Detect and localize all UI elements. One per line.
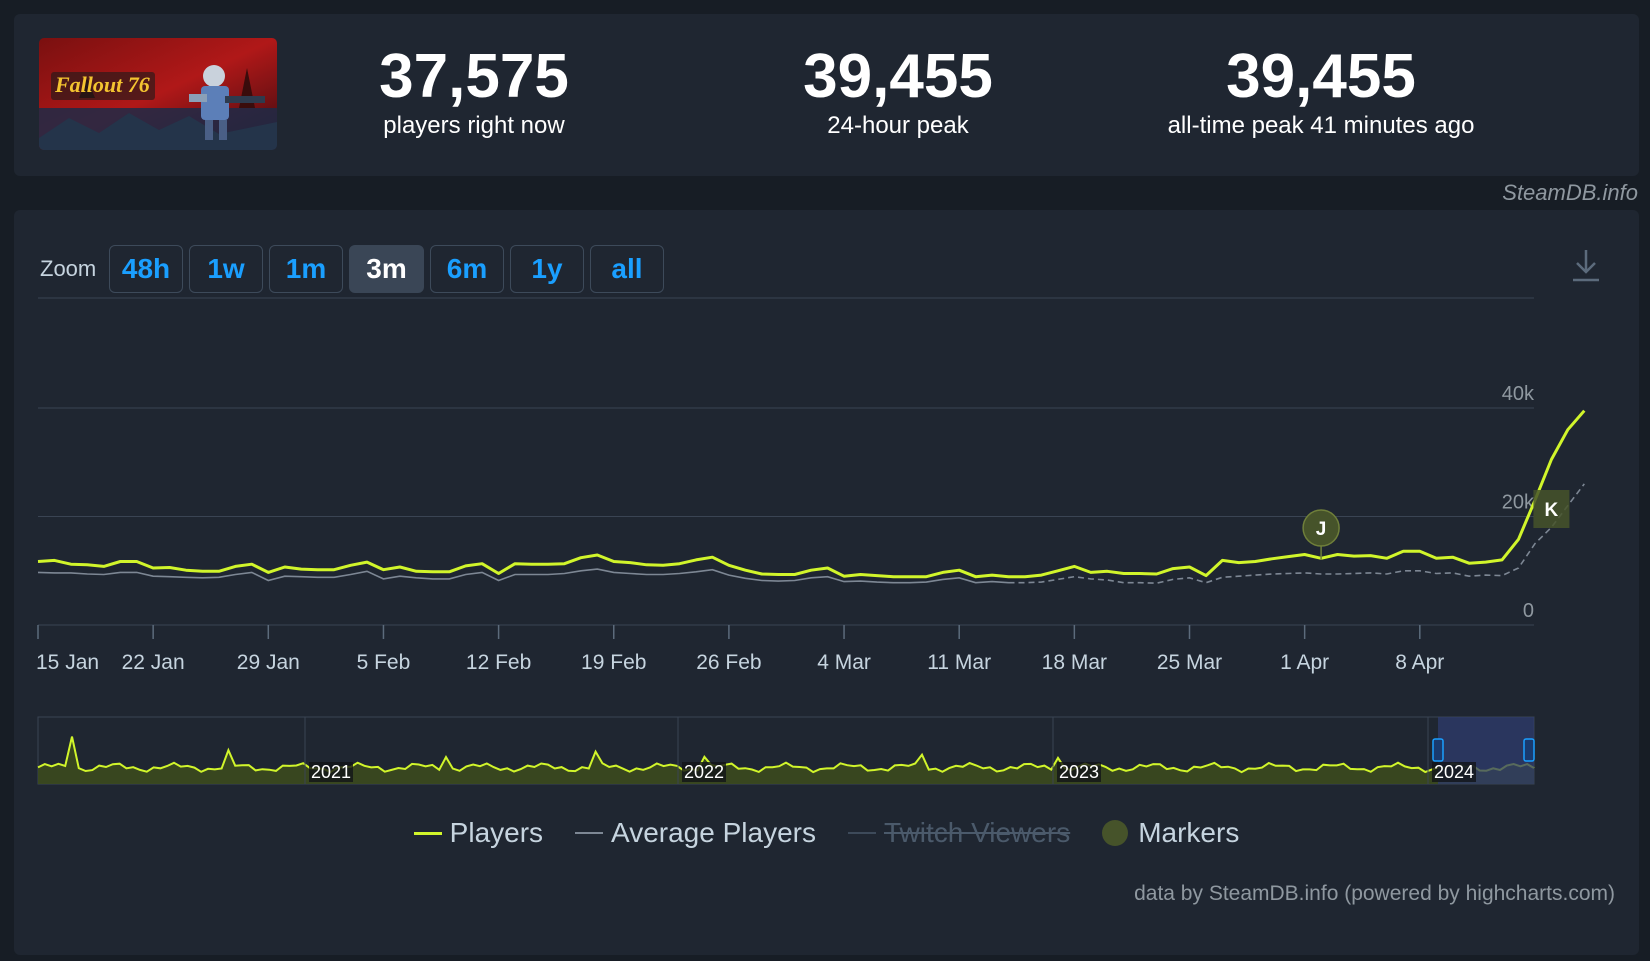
y-tick-label: 20k: [1502, 492, 1535, 514]
download-icon[interactable]: [1568, 246, 1604, 286]
chart-legend: Players Average Players Twitch Viewers M…: [14, 817, 1639, 849]
marker-circle: [1302, 509, 1340, 547]
navigator-label-bg: [1432, 762, 1476, 782]
x-tick-label: 11 Mar: [927, 651, 991, 674]
marker-label: J: [1316, 519, 1327, 540]
legend-players-label: Players: [449, 817, 544, 848]
chart-series: [37, 409, 1586, 585]
x-tick-label: 26 Feb: [696, 651, 761, 674]
zoom-6m-button[interactable]: 6m: [430, 245, 504, 293]
navigator-year-label: 2022: [684, 762, 724, 782]
marker-label: K: [1545, 500, 1559, 521]
navigator-handle[interactable]: [1523, 738, 1535, 762]
legend-twitch-label: Twitch Viewers: [883, 817, 1071, 848]
navigator-label-bg: [1057, 762, 1101, 782]
current-players-label: players right now: [383, 112, 565, 139]
average-players-line: [37, 568, 1009, 584]
zoom-48h-button[interactable]: 48h: [109, 245, 183, 293]
navigator-label-bg: [309, 762, 353, 782]
legend-twitch-viewers[interactable]: Twitch Viewers: [847, 817, 1071, 849]
legend-markers-label: Markers: [1138, 817, 1240, 848]
average-players-line-dashed: [1008, 483, 1585, 585]
x-tick-label: 4 Mar: [817, 651, 871, 674]
x-tick-label: 22 Jan: [122, 651, 185, 674]
all-time-peak-value: 39,455: [1226, 42, 1416, 111]
x-tick-label: 25 Mar: [1157, 651, 1222, 674]
y-tick-label: 0: [1523, 600, 1534, 622]
x-tick-label: 1 Apr: [1280, 651, 1329, 674]
peak-24h-label: 24-hour peak: [827, 112, 969, 139]
x-tick-label: 8 Apr: [1395, 651, 1444, 674]
navigator-year-label: 2024: [1434, 762, 1474, 782]
chart-panel: Zoom 48h 1w 1m 3m 6m 1y all 0 20k 40k 15 J…: [14, 210, 1639, 955]
navigator-year-label: 2021: [311, 762, 351, 782]
stats-panel: Fallout 76 37,575 players right now 39,4…: [14, 14, 1639, 176]
steamdb-credit[interactable]: SteamDB.info: [1502, 180, 1638, 205]
navigator-handle[interactable]: [1432, 738, 1444, 762]
chart-gridlines: [38, 407, 1534, 626]
x-tick-label: 5 Feb: [357, 651, 411, 674]
x-tick-label: 29 Jan: [237, 651, 300, 674]
x-tick-label: 12 Feb: [466, 651, 531, 674]
players-swatch: [413, 831, 442, 835]
all-time-peak-label: all-time peak 41 minutes ago: [1167, 112, 1475, 139]
y-axis-ticks: 0 20k 40k: [1502, 383, 1535, 622]
game-logo-text: Fallout 76: [55, 72, 150, 97]
navigator-line: [37, 736, 1535, 774]
y-tick-label: 40k: [1502, 383, 1535, 405]
twitch-swatch: [847, 832, 876, 834]
zoom-1y-button[interactable]: 1y: [510, 245, 584, 293]
legend-markers[interactable]: Markers: [1102, 817, 1239, 849]
x-tick-label: 19 Feb: [581, 651, 646, 674]
x-tick-label: 15 Jan: [36, 651, 99, 674]
navigator[interactable]: 2021 2022 2023 2024: [37, 716, 1535, 785]
players-line: [37, 409, 1586, 579]
highcharts-credit[interactable]: data by SteamDB.info (powered by highcha…: [1134, 882, 1615, 905]
navigator-area: [38, 736, 1534, 784]
zoom-1m-button[interactable]: 1m: [269, 245, 343, 293]
navigator-year-label: 2023: [1059, 762, 1099, 782]
game-thumbnail-image: [39, 38, 277, 150]
peak-24h-value: 39,455: [803, 42, 993, 111]
zoom-all-button[interactable]: all: [590, 245, 664, 293]
chart-markers: JK: [1302, 490, 1570, 560]
markers-swatch: [1102, 820, 1129, 846]
player-count-chart: 0 20k 40k 15 Jan 22 Jan 29 Jan 5 Feb 12 Feb 19 …: [36, 297, 1586, 785]
stat-current-players: 37,575 players right now: [264, 44, 684, 140]
stat-24h-peak: 39,455 24-hour peak: [688, 44, 1108, 140]
x-tick-label: 18 Mar: [1042, 651, 1107, 674]
marker-box: [1533, 490, 1570, 528]
stat-all-time-peak: 39,455 all-time peak 41 minutes ago: [1111, 44, 1531, 140]
legend-average-players[interactable]: Average Players: [575, 817, 816, 849]
current-players-value: 37,575: [379, 42, 569, 111]
legend-players[interactable]: Players: [413, 817, 544, 849]
zoom-label: Zoom: [40, 256, 97, 281]
zoom-1w-button[interactable]: 1w: [189, 245, 263, 293]
navigator-label-bg: [682, 762, 726, 782]
game-thumbnail[interactable]: Fallout 76: [39, 38, 277, 150]
legend-average-label: Average Players: [611, 817, 816, 848]
average-swatch: [575, 832, 604, 834]
x-axis-ticks: 15 Jan 22 Jan 29 Jan 5 Feb 12 Feb 19 Feb 26 Fe…: [36, 625, 1444, 674]
zoom-3m-button[interactable]: 3m: [349, 245, 424, 293]
